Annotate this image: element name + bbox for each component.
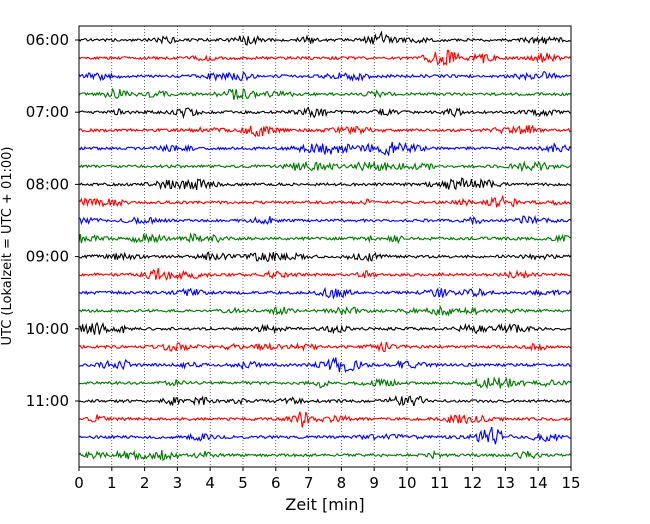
trace-1030 xyxy=(78,357,572,374)
trace-1015 xyxy=(78,341,572,353)
y-tick-label: 06:00 xyxy=(26,31,69,49)
x-tick-label: 1 xyxy=(107,474,117,492)
trace-1115 xyxy=(78,411,572,428)
x-tick-label: 7 xyxy=(304,474,314,492)
y-tick-label: 09:00 xyxy=(26,248,69,266)
y-tick-label: 10:00 xyxy=(26,320,69,338)
x-tick-label: 10 xyxy=(397,474,416,492)
trace-0915 xyxy=(78,267,572,281)
seismic-traces xyxy=(78,30,572,462)
y-tick-label: 11:00 xyxy=(26,392,69,410)
x-tick-label: 14 xyxy=(529,474,548,492)
trace-0645 xyxy=(78,87,572,101)
trace-0945 xyxy=(78,305,572,317)
x-tick-label: 3 xyxy=(173,474,183,492)
x-tick-label: 2 xyxy=(140,474,150,492)
trace-0800 xyxy=(78,177,572,191)
x-tick-label: 11 xyxy=(430,474,449,492)
x-tick-label: 13 xyxy=(496,474,515,492)
x-tick-label: 6 xyxy=(271,474,281,492)
trace-0600 xyxy=(78,30,572,46)
trace-0630 xyxy=(78,71,572,83)
trace-1000 xyxy=(78,321,572,335)
x-axis-ticks: 0 1 2 3 4 5 6 7 8 9 10 11 12 13 14 15 xyxy=(74,467,581,492)
x-axis-label: Zeit [min] xyxy=(285,495,364,514)
trace-1130 xyxy=(78,426,572,445)
trace-0615 xyxy=(78,49,572,67)
x-tick-label: 15 xyxy=(561,474,580,492)
x-tick-label: 0 xyxy=(74,474,84,492)
trace-1145 xyxy=(78,449,572,462)
y-axis-label: UTC (Lokalzeit = UTC + 01:00) xyxy=(0,147,15,346)
trace-0715 xyxy=(78,124,572,138)
trace-1045 xyxy=(78,376,572,390)
y-tick-label: 08:00 xyxy=(26,175,69,193)
plot-frame xyxy=(78,25,572,468)
trace-0745 xyxy=(78,160,572,173)
trace-1100 xyxy=(78,395,572,407)
x-tick-label: 4 xyxy=(205,474,215,492)
x-tick-label: 12 xyxy=(463,474,482,492)
trace-0900 xyxy=(78,251,572,263)
trace-0815 xyxy=(78,194,572,208)
trace-0700 xyxy=(78,106,572,120)
x-tick-label: 5 xyxy=(238,474,248,492)
x-tick-label: 9 xyxy=(369,474,379,492)
trace-0845 xyxy=(78,232,572,245)
y-axis-ticks: 06:00 07:00 08:00 09:00 10:00 11:00 xyxy=(26,31,79,410)
x-tick-label: 8 xyxy=(337,474,347,492)
trace-0730 xyxy=(78,141,572,157)
trace-0830 xyxy=(78,214,572,226)
y-tick-label: 07:00 xyxy=(26,103,69,121)
trace-0930 xyxy=(78,286,572,300)
